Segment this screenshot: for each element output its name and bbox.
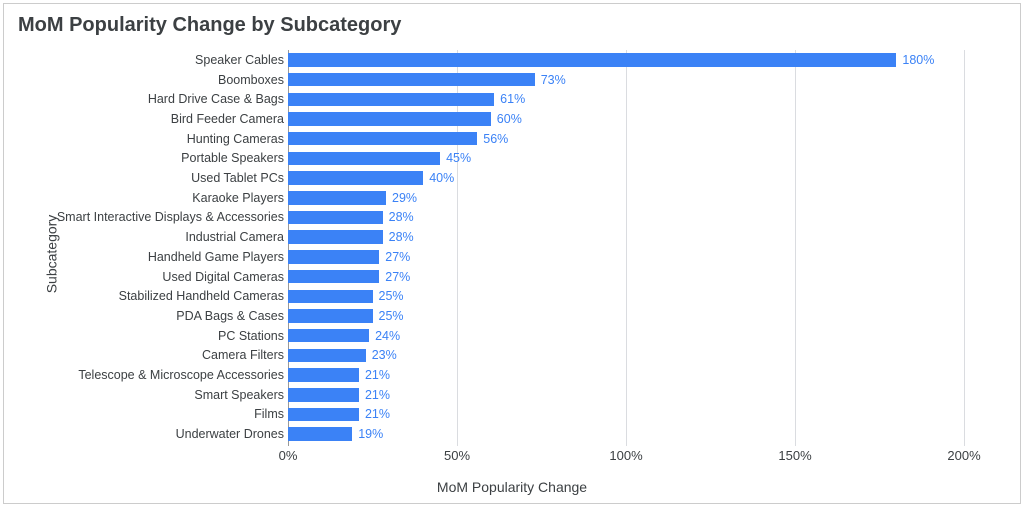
bar [288,132,477,146]
bar-value-label: 25% [379,289,404,303]
x-tick-label: 150% [778,448,811,463]
bar-value-label: 21% [365,407,390,421]
bar-row: 19% [288,427,964,441]
bar [288,388,359,402]
bar-value-label: 23% [372,348,397,362]
bar-value-label: 21% [365,388,390,402]
bar-value-label: 29% [392,191,417,205]
bar [288,329,369,343]
bars: 180% 73% 61% 60% 56% 45% 40% 29% 28% 28% 27% 27% 25%… [288,50,964,446]
bar-value-label: 40% [429,171,454,185]
bar [288,408,359,422]
category-label: PC Stations [24,330,284,343]
bar [288,53,896,67]
bar [288,427,352,441]
bar [288,309,373,323]
category-label: PDA Bags & Cases [24,310,284,323]
category-labels: Speaker Cables Boomboxes Hard Drive Case &… [4,50,284,446]
bar-row: 28% [288,230,964,244]
bar-row: 60% [288,112,964,126]
bar [288,93,494,107]
bar-row: 180% [288,53,964,67]
category-label: Smart Speakers [24,389,284,402]
bar-value-label: 27% [385,250,410,264]
category-label: Industrial Camera [24,231,284,244]
bar-row: 21% [288,388,964,402]
bar-value-label: 56% [483,132,508,146]
x-axis-ticks: 0%50%100%150%200% [288,448,964,468]
category-label: Camera Filters [24,349,284,362]
bar [288,270,379,284]
bar-row: 73% [288,73,964,87]
bar [288,230,383,244]
bar-row: 56% [288,132,964,146]
bar-row: 27% [288,270,964,284]
bar [288,211,383,225]
bar-row: 23% [288,349,964,363]
bar-row: 61% [288,93,964,107]
category-label: Underwater Drones [24,428,284,441]
category-label: Portable Speakers [24,152,284,165]
category-label: Used Digital Cameras [24,271,284,284]
bar-row: 28% [288,211,964,225]
bar-value-label: 180% [902,53,934,67]
bar-value-label: 60% [497,112,522,126]
x-tick-label: 200% [947,448,980,463]
bar-row: 24% [288,329,964,343]
bar [288,112,491,126]
bar-row: 21% [288,368,964,382]
bar-value-label: 19% [358,427,383,441]
bar-row: 29% [288,191,964,205]
category-label: Smart Interactive Displays & Accessories [24,211,284,224]
x-tick-label: 0% [279,448,298,463]
bar-value-label: 24% [375,329,400,343]
category-label: Telescope & Microscope Accessories [24,369,284,382]
category-label: Bird Feeder Camera [24,113,284,126]
bar [288,171,423,185]
x-axis-label: MoM Popularity Change [4,479,1020,495]
bar-row: 21% [288,408,964,422]
bar [288,368,359,382]
bar-value-label: 25% [379,309,404,323]
bar [288,73,535,87]
chart-title: MoM Popularity Change by Subcategory [18,14,401,37]
category-label: Speaker Cables [24,54,284,67]
bar [288,290,373,304]
bar-value-label: 45% [446,151,471,165]
category-label: Handheld Game Players [24,251,284,264]
bar-row: 25% [288,290,964,304]
category-label: Hunting Cameras [24,133,284,146]
plot-area: 180% 73% 61% 60% 56% 45% 40% 29% 28% 28% 27% 27% 25%… [288,50,964,446]
chart-container: MoM Popularity Change by Subcategory Sub… [3,3,1021,504]
bar-value-label: 28% [389,210,414,224]
gridline [964,50,965,446]
bar-row: 40% [288,171,964,185]
bar-row: 45% [288,152,964,166]
category-label: Karaoke Players [24,192,284,205]
bar [288,250,379,264]
x-tick-label: 100% [609,448,642,463]
x-tick-label: 50% [444,448,470,463]
category-label: Stabilized Handheld Cameras [24,290,284,303]
bar-value-label: 21% [365,368,390,382]
bar [288,152,440,166]
bar-value-label: 27% [385,270,410,284]
category-label: Boomboxes [24,74,284,87]
bar-value-label: 73% [541,73,566,87]
category-label: Used Tablet PCs [24,172,284,185]
bar-row: 25% [288,309,964,323]
bar-row: 27% [288,250,964,264]
bar [288,191,386,205]
category-label: Hard Drive Case & Bags [24,93,284,106]
bar-value-label: 28% [389,230,414,244]
bar-value-label: 61% [500,92,525,106]
bar [288,349,366,363]
category-label: Films [24,408,284,421]
